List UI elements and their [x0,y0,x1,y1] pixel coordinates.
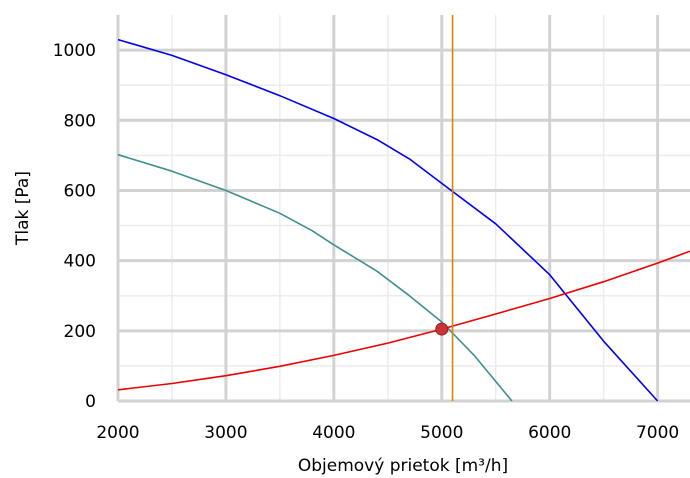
x-tick-label: 2000 [96,423,139,443]
y-tick-label: 0 [85,392,96,412]
x-tick-label: 7000 [636,423,679,443]
series-layer [117,15,690,402]
y-tick-label: 800 [64,111,96,131]
y-axis-title: Tlak [Pa] [13,171,33,246]
y-tick-label: 400 [64,252,96,272]
operating-point-marker [435,322,449,336]
y-tick-label: 600 [64,181,96,201]
series-line-3 [117,250,690,391]
tick-labels: 2000 3000 4000 5000 6000 7000 0 200 400 600 800 100… [53,41,680,443]
x-tick-label: 4000 [312,423,355,443]
y-tick-label: 200 [64,322,96,342]
x-axis-title: Objemový prietok [m³/h] [298,456,508,476]
x-tick-label: 5000 [420,423,463,443]
grid [116,15,690,403]
x-tick-label: 6000 [528,423,571,443]
y-tick-label: 1000 [53,41,96,61]
x-tick-label: 3000 [204,423,247,443]
series-line-1 [117,38,659,402]
